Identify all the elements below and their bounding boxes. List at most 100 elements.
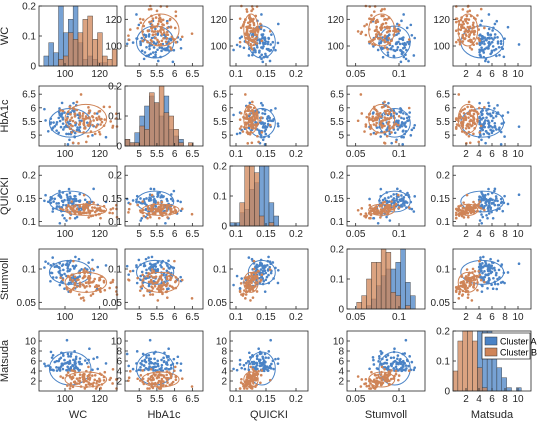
- point-cluster-a: [164, 367, 167, 371]
- axes-box: [124, 248, 204, 310]
- hist-bar-cluster-b: [154, 102, 160, 147]
- point-cluster-b: [250, 126, 253, 130]
- point-cluster-a: [150, 255, 154, 259]
- point-cluster-a: [104, 362, 108, 365]
- point-cluster-b: [460, 26, 464, 30]
- point-cluster-b: [359, 212, 363, 216]
- point-cluster-a: [131, 367, 135, 371]
- legend-swatch-cluster-b: [484, 347, 498, 357]
- point-cluster-a: [154, 53, 157, 57]
- point-cluster-a: [50, 356, 54, 359]
- point-cluster-b: [252, 124, 255, 127]
- cluster-ellipse-cluster-a: [378, 351, 411, 386]
- point-cluster-b: [467, 35, 471, 39]
- point-cluster-b: [462, 26, 466, 30]
- point-cluster-a: [167, 45, 170, 48]
- point-cluster-b: [87, 124, 91, 128]
- point-cluster-a: [179, 209, 183, 213]
- point-cluster-b: [156, 201, 160, 204]
- hist-bar-cluster-b: [385, 252, 392, 310]
- point-cluster-b: [159, 373, 163, 377]
- point-cluster-a: [131, 269, 135, 273]
- point-cluster-a: [481, 215, 485, 219]
- point-cluster-b: [73, 121, 77, 124]
- cluster-ellipse-cluster-a: [247, 351, 276, 386]
- point-cluster-a: [139, 41, 142, 45]
- point-cluster-a: [485, 109, 488, 112]
- point-cluster-b: [85, 379, 88, 383]
- point-cluster-a: [140, 359, 144, 363]
- x-tick-label: 0.1: [229, 69, 243, 80]
- point-cluster-b: [139, 210, 143, 214]
- point-cluster-a: [163, 47, 166, 51]
- point-cluster-b: [70, 131, 74, 134]
- point-cluster-a: [135, 13, 138, 16]
- hist-bar-cluster-a: [410, 295, 416, 310]
- point-cluster-b: [245, 116, 249, 120]
- point-cluster-b: [154, 36, 157, 40]
- point-cluster-a: [496, 42, 500, 45]
- point-cluster-a: [260, 364, 263, 367]
- point-cluster-b: [472, 276, 476, 279]
- y-tick-label: 6: [30, 103, 36, 114]
- point-cluster-b: [127, 38, 131, 42]
- point-cluster-b: [78, 116, 82, 119]
- point-cluster-b: [147, 280, 151, 284]
- point-cluster-a: [499, 39, 503, 43]
- axes-box: [229, 5, 309, 67]
- point-cluster-a: [396, 354, 400, 357]
- point-cluster-a: [55, 202, 58, 205]
- point-cluster-b: [70, 116, 74, 119]
- point-cluster-a: [379, 41, 383, 45]
- point-cluster-a: [274, 357, 277, 361]
- point-cluster-b: [465, 281, 469, 284]
- point-cluster-b: [81, 114, 84, 118]
- point-cluster-b: [156, 30, 160, 33]
- point-cluster-a: [76, 113, 80, 117]
- point-cluster-a: [58, 119, 62, 123]
- point-cluster-a: [43, 107, 46, 111]
- point-cluster-a: [408, 355, 411, 358]
- point-cluster-a: [491, 111, 495, 114]
- x-tick-label: 0.05: [346, 394, 366, 405]
- point-cluster-b: [246, 121, 249, 125]
- point-cluster-b: [373, 107, 376, 111]
- point-cluster-b: [473, 269, 477, 273]
- point-cluster-a: [85, 361, 89, 365]
- point-cluster-a: [135, 350, 139, 353]
- cluster-ellipse-cluster-b: [243, 13, 259, 47]
- x-tick-label: 8: [502, 312, 508, 323]
- point-cluster-b: [467, 278, 471, 282]
- point-cluster-b: [73, 370, 77, 373]
- point-cluster-a: [179, 38, 182, 41]
- point-cluster-a: [240, 35, 243, 39]
- point-cluster-b: [93, 112, 97, 115]
- hist-bar-cluster-b: [72, 39, 79, 67]
- point-cluster-a: [135, 281, 139, 285]
- point-cluster-a: [482, 122, 486, 126]
- point-cluster-a: [483, 42, 486, 46]
- point-cluster-a: [490, 283, 493, 287]
- point-cluster-b: [174, 209, 178, 213]
- point-cluster-a: [487, 46, 490, 50]
- cluster-ellipse-cluster-b: [243, 371, 259, 388]
- point-cluster-a: [167, 367, 170, 371]
- y-tick-label: 0.1: [108, 217, 122, 228]
- point-cluster-a: [396, 187, 399, 191]
- cluster-ellipse-cluster-b: [457, 103, 479, 134]
- point-cluster-b: [83, 286, 87, 289]
- point-cluster-a: [153, 357, 156, 361]
- point-cluster-b: [251, 109, 254, 112]
- point-cluster-b: [374, 132, 378, 136]
- point-cluster-b: [151, 17, 155, 20]
- y-tick-label: 4: [116, 367, 122, 378]
- y-tick-label: 0: [116, 142, 122, 153]
- point-cluster-b: [260, 369, 264, 372]
- point-cluster-b: [387, 120, 391, 124]
- hist-bar-cluster-b: [158, 85, 165, 147]
- point-cluster-a: [55, 369, 59, 372]
- point-cluster-a: [67, 187, 71, 191]
- point-cluster-b: [259, 373, 263, 377]
- point-cluster-a: [53, 197, 57, 201]
